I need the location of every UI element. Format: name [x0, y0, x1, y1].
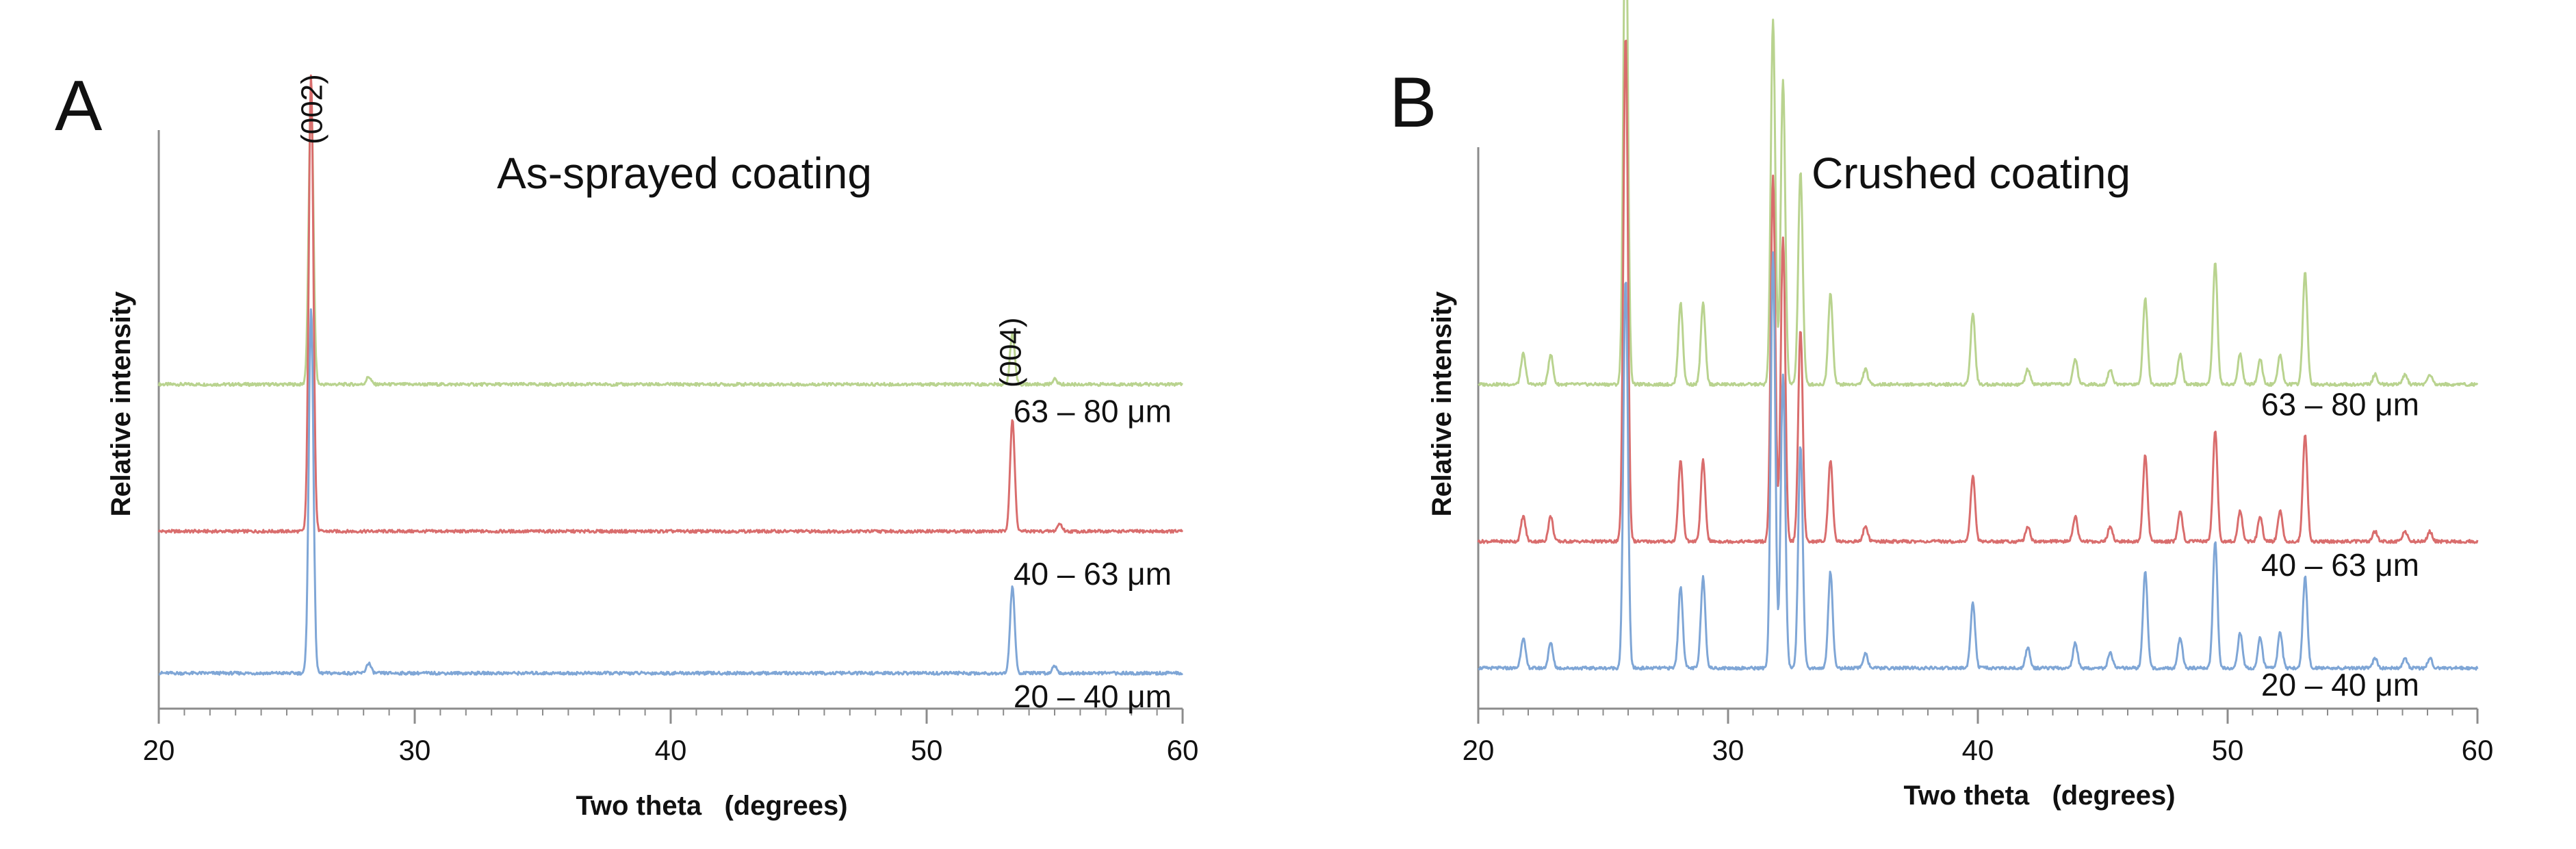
x-tick-label: 40 [655, 734, 687, 766]
trace-2-label: 40 – 63 μm [2261, 547, 2419, 583]
x-tick-label: 60 [2462, 734, 2494, 766]
trace-1-label: 63 – 80 μm [2261, 386, 2419, 422]
panel-letter: A [55, 66, 103, 146]
x-axis-label: Two theta (degrees) [576, 791, 847, 821]
x-axis-label: Two theta (degrees) [1903, 781, 2175, 811]
x-tick-label: 20 [143, 734, 175, 766]
x-tick-label: 50 [911, 734, 943, 766]
trace-3-line [1478, 251, 2479, 671]
trace-2-line [1477, 40, 2479, 544]
peak-annotation: (002) [295, 74, 329, 144]
x-tick-label: 60 [1167, 734, 1199, 766]
y-axis-label: Relative intensity [1427, 291, 1457, 517]
trace-3-label: 20 – 40 μm [2261, 667, 2419, 702]
chart-title: As-sprayed coating [497, 149, 872, 198]
trace-3-label: 20 – 40 μm [1014, 679, 1172, 714]
chart-title: Crushed coating [1812, 149, 2130, 198]
trace-1-line [157, 89, 1184, 388]
x-tick-label: 40 [1962, 734, 1994, 766]
x-tick-label: 50 [2212, 734, 2244, 766]
trace-2-line [157, 74, 1184, 534]
x-tick-label: 30 [399, 734, 431, 766]
x-tick-label: 30 [1712, 734, 1744, 766]
panel-a-chart: A As-sprayed coating 20 30 40 50 60 Two theta (… [55, 66, 1198, 821]
trace-3-line [158, 308, 1183, 676]
trace-1-label: 63 – 80 μm [1014, 393, 1172, 429]
x-tick-label: 20 [1463, 734, 1495, 766]
trace-2-label: 40 – 63 μm [1014, 556, 1172, 592]
peak-annotation: (004) [994, 317, 1027, 388]
panel-b-chart: B Crushed coating 20 30 40 50 60 Two theta (deg… [1389, 0, 2493, 811]
trace-1-line [1478, 0, 2479, 388]
y-axis-label: Relative intensity [106, 291, 136, 517]
panel-letter: B [1389, 63, 1437, 142]
